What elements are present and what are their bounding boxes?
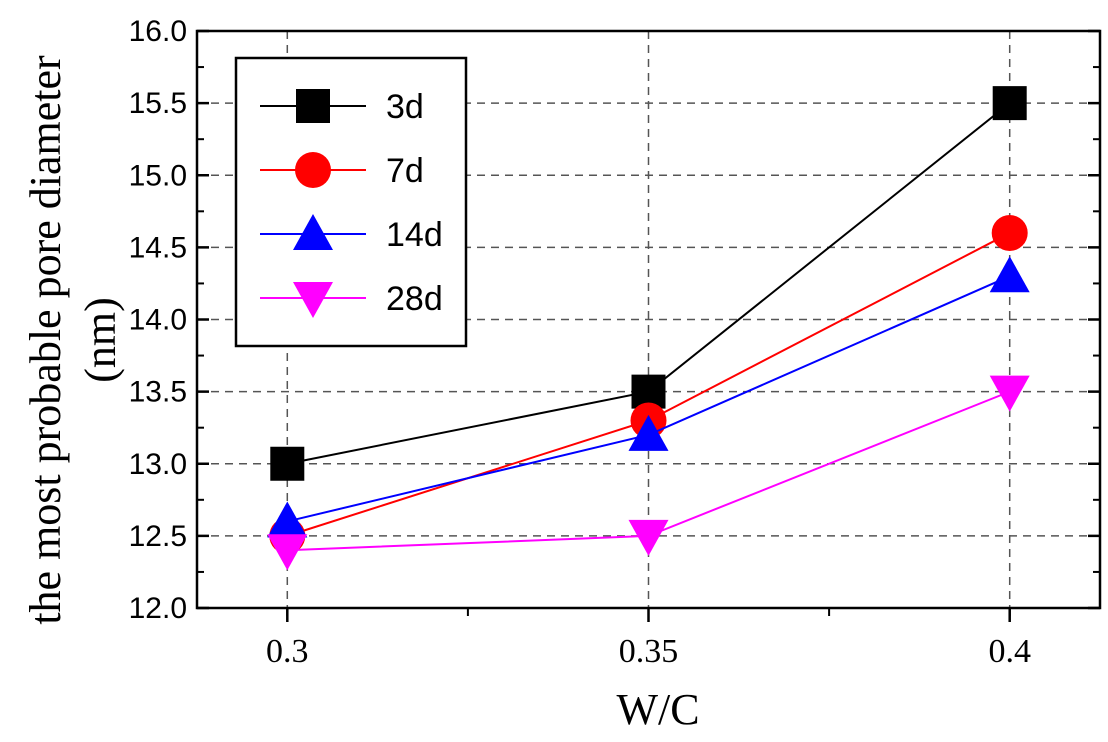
data-point-14d bbox=[267, 501, 308, 538]
legend-label-7d: 7d bbox=[386, 152, 424, 190]
y-tick-label: 12.5 bbox=[129, 520, 187, 553]
legend-marker-28d bbox=[293, 282, 333, 318]
y-tick-label: 13.5 bbox=[129, 376, 187, 409]
legend-label-14d: 14d bbox=[386, 216, 443, 254]
legend: 3d 7d 14d 28d bbox=[234, 56, 468, 348]
series-28d bbox=[267, 375, 1030, 571]
legend-marker-7d bbox=[295, 152, 331, 188]
axes: 12.0 12.5 13.0 13.5 14.0 14.5 15.0 15.5 16.0 0.3 0… bbox=[129, 15, 1102, 670]
data-point-28d bbox=[628, 519, 669, 556]
x-axis-label: W/C bbox=[616, 685, 699, 734]
data-point-14d bbox=[628, 414, 669, 451]
x-tick-label: 0.3 bbox=[266, 633, 309, 670]
axis-labels: the most probable pore diameter (nm) W/C bbox=[21, 55, 700, 734]
y-tick-label: 15.5 bbox=[129, 87, 187, 120]
x-tick-label: 0.35 bbox=[619, 633, 679, 670]
x-tick-label: 0.4 bbox=[988, 633, 1031, 670]
data-point-7d bbox=[991, 214, 1028, 251]
y-tick-label: 12.0 bbox=[129, 592, 187, 625]
y-tick-label: 16.0 bbox=[129, 15, 187, 48]
data-point-14d bbox=[989, 256, 1030, 293]
legend-label-3d: 3d bbox=[386, 88, 424, 126]
series-3d bbox=[270, 86, 1027, 481]
y-axis-label-units: (nm) bbox=[76, 297, 125, 383]
data-point-3d bbox=[270, 446, 305, 481]
legend-marker-3d bbox=[296, 89, 330, 123]
y-tick-label: 14.0 bbox=[129, 304, 187, 337]
series-group bbox=[267, 86, 1030, 571]
legend-marker-14d bbox=[293, 214, 333, 250]
data-point-3d bbox=[992, 86, 1027, 121]
series-14d bbox=[267, 256, 1030, 538]
y-tick-label: 15.0 bbox=[129, 159, 187, 192]
legend-label-28d: 28d bbox=[386, 280, 443, 318]
y-axis-label: the most probable pore diameter bbox=[21, 55, 70, 625]
data-point-28d bbox=[989, 375, 1030, 412]
data-point-28d bbox=[267, 534, 308, 571]
y-tick-label: 13.0 bbox=[129, 448, 187, 481]
y-tick-label: 14.5 bbox=[129, 231, 187, 264]
